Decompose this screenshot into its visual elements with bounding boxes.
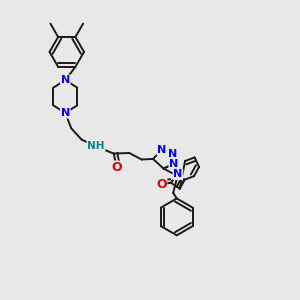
Text: N: N [168,148,177,159]
Text: O: O [111,161,122,174]
Text: N: N [169,159,178,169]
Text: NH: NH [87,141,105,152]
Text: N: N [61,75,70,85]
Text: O: O [156,178,166,191]
Text: N: N [173,169,183,179]
Text: N: N [157,145,167,155]
Text: N: N [61,108,70,118]
